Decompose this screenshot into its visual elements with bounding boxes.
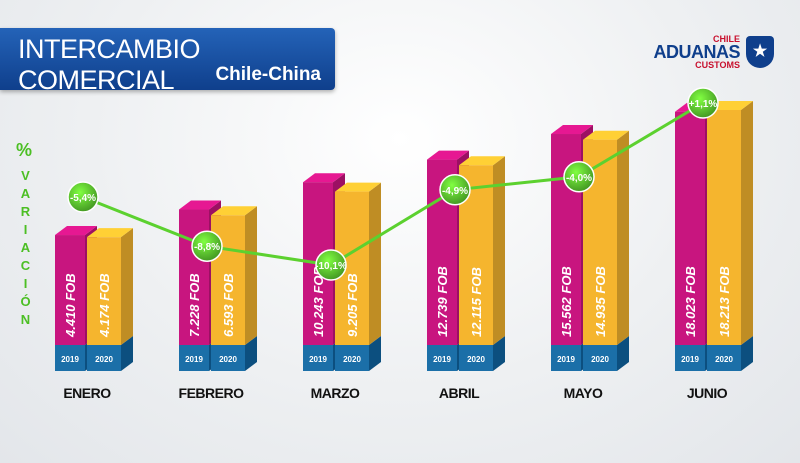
bar-top	[335, 182, 381, 192]
legend-label: 2019	[309, 355, 327, 364]
bar-side	[245, 206, 257, 345]
bar-base	[675, 345, 705, 371]
bar-base	[55, 345, 85, 371]
bar-top	[551, 125, 593, 135]
x-tick-label: ENERO	[63, 385, 111, 401]
bar-base	[707, 345, 741, 371]
bar-value-label: 15.562 FOB	[559, 266, 574, 337]
bar-side	[617, 130, 629, 345]
bar-base	[459, 345, 493, 371]
x-tick-label: JUNIO	[687, 385, 728, 401]
bar-top	[583, 130, 629, 140]
legend-label: 2020	[219, 355, 237, 364]
bar-value-label: 18.213 FOB	[717, 266, 732, 337]
bar-base	[211, 345, 245, 371]
bar-value-label: 14.935 FOB	[593, 266, 608, 337]
bar-base	[583, 345, 617, 371]
chart-subtitle: Chile-China	[215, 64, 321, 85]
bar-base	[87, 345, 121, 371]
legend-label: 2019	[433, 355, 451, 364]
bar-value-label: 12.115 FOB	[469, 267, 484, 337]
variation-point	[315, 249, 347, 281]
bar-base	[303, 345, 333, 371]
legend-label: 2019	[681, 355, 699, 364]
bar-base-side	[493, 336, 505, 371]
bar-side	[741, 101, 753, 345]
bar-value-label: 18.023 FOB	[683, 266, 698, 337]
variation-label: -5,4%	[70, 193, 96, 204]
bar-value-label: 7.228 FOB	[187, 273, 202, 337]
legend-label: 2020	[95, 355, 113, 364]
variation-point	[563, 161, 595, 193]
legend-label: 2019	[61, 355, 79, 364]
logo-top: CHILE	[713, 34, 740, 44]
legend-label: 2019	[557, 355, 575, 364]
bar-base-side	[369, 336, 381, 371]
chart-title: INTERCAMBIO COMERCIAL	[18, 34, 201, 95]
bar-base-side	[245, 336, 257, 371]
bar-base	[427, 345, 457, 371]
bar-top	[87, 228, 133, 238]
legend-label: 2020	[715, 355, 733, 364]
bar-top	[303, 173, 345, 183]
bar-base	[335, 345, 369, 371]
y2-label: VARIACIÓN	[18, 168, 33, 330]
bar-value-label: 9.205 FOB	[345, 273, 360, 337]
variation-point	[191, 230, 223, 262]
logo-bottom: CUSTOMS	[695, 60, 740, 70]
bar	[675, 111, 705, 345]
bar	[55, 235, 85, 345]
bar-side	[493, 156, 505, 345]
variation-point	[439, 174, 471, 206]
x-tick-label: MARZO	[311, 385, 360, 401]
bar-value-label: 4.410 FOB	[63, 273, 78, 338]
variation-label: -4,9%	[442, 186, 468, 197]
variation-label: -10,1%	[315, 261, 347, 272]
bar-base-side	[617, 336, 629, 371]
bar-side	[369, 182, 381, 345]
bar-base-side	[121, 336, 133, 371]
logo: CHILE ADUANAS CUSTOMS ★	[640, 34, 780, 74]
bar-base	[551, 345, 581, 371]
y2-unit: %	[16, 140, 33, 160]
title-banner: INTERCAMBIO COMERCIAL Chile-China	[0, 28, 335, 95]
bar-top	[459, 156, 505, 166]
variation-line	[82, 101, 704, 267]
variation-point	[687, 87, 719, 119]
bar-top	[179, 200, 221, 210]
bar-value-label: 10.243 FOB	[311, 266, 326, 337]
variation-label: +1,1%	[689, 99, 718, 110]
bar-top	[211, 206, 257, 216]
bar-side	[121, 228, 133, 345]
bar	[87, 237, 121, 345]
legend-label: 2019	[185, 355, 203, 364]
variation-label: -4,0%	[566, 173, 592, 184]
x-tick-label: MAYO	[564, 385, 603, 401]
bar-value-label: 6.593 FOB	[221, 273, 236, 337]
legend-label: 2020	[343, 355, 361, 364]
legend-label: 2020	[591, 355, 609, 364]
bar	[707, 110, 741, 345]
bar-base-side	[741, 336, 753, 371]
bar-value-label: 12.739 FOB	[435, 266, 450, 337]
x-tick-label: ABRIL	[439, 385, 480, 401]
legend-label: 2020	[467, 355, 485, 364]
variation-point	[67, 181, 99, 213]
x-tick-label: FEBRERO	[179, 385, 245, 401]
logo-main: ADUANAS	[653, 42, 741, 62]
bar-base	[179, 345, 209, 371]
logo-shield: ★	[746, 36, 774, 68]
bar-top	[55, 226, 97, 236]
bar-top	[427, 150, 469, 160]
variation-label: -8,8%	[194, 242, 220, 253]
bar-value-label: 4.174 FOB	[97, 273, 112, 338]
